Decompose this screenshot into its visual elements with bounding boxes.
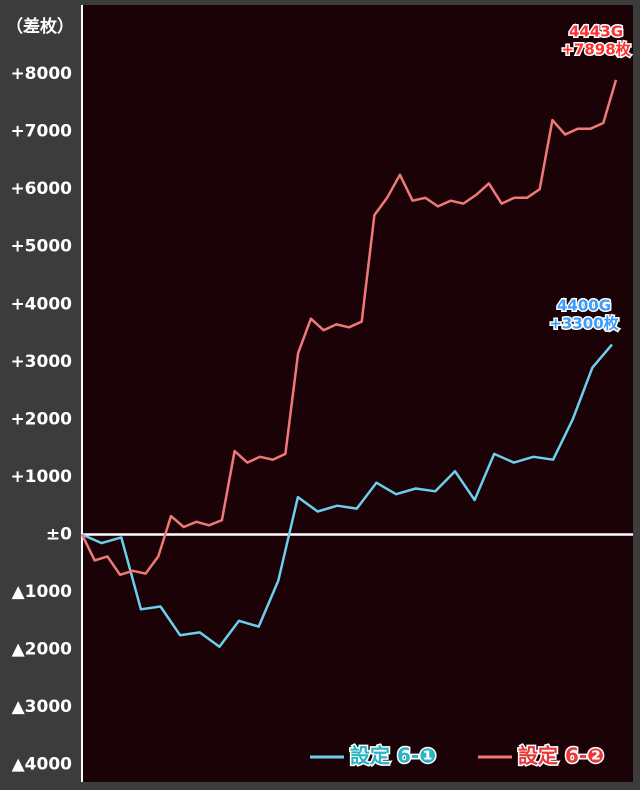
y-tick-label: +3000 xyxy=(10,352,72,372)
y-tick-label: +8000 xyxy=(10,64,72,84)
y-tick-label: +5000 xyxy=(10,237,72,257)
y-tick-label: +7000 xyxy=(10,122,72,142)
y-tick-label: ±0 xyxy=(46,525,72,545)
y-tick-label: ▲3000 xyxy=(12,697,73,717)
legend-label: 設定 6-❶ xyxy=(350,744,436,768)
end-annotation: 4400G xyxy=(557,297,611,315)
y-tick-label: +6000 xyxy=(10,179,72,199)
y-tick-label: ▲1000 xyxy=(12,582,73,602)
end-annotation: +3300枚 xyxy=(549,315,619,333)
y-tick-label: ▲4000 xyxy=(12,755,73,775)
plot-area xyxy=(82,5,633,782)
y-tick-label: ▲2000 xyxy=(12,640,73,660)
y-axis-label: （差枚） xyxy=(6,16,74,37)
end-annotation: +7898枚 xyxy=(561,41,631,59)
legend-label: 設定 6-❷ xyxy=(518,744,604,768)
series-line xyxy=(81,343,613,648)
y-tick-label: +2000 xyxy=(10,409,72,429)
end-annotation: 4443G xyxy=(569,23,623,41)
series-line xyxy=(80,79,618,577)
y-tick-label: +1000 xyxy=(10,467,72,487)
y-tick-label: +4000 xyxy=(10,294,72,314)
